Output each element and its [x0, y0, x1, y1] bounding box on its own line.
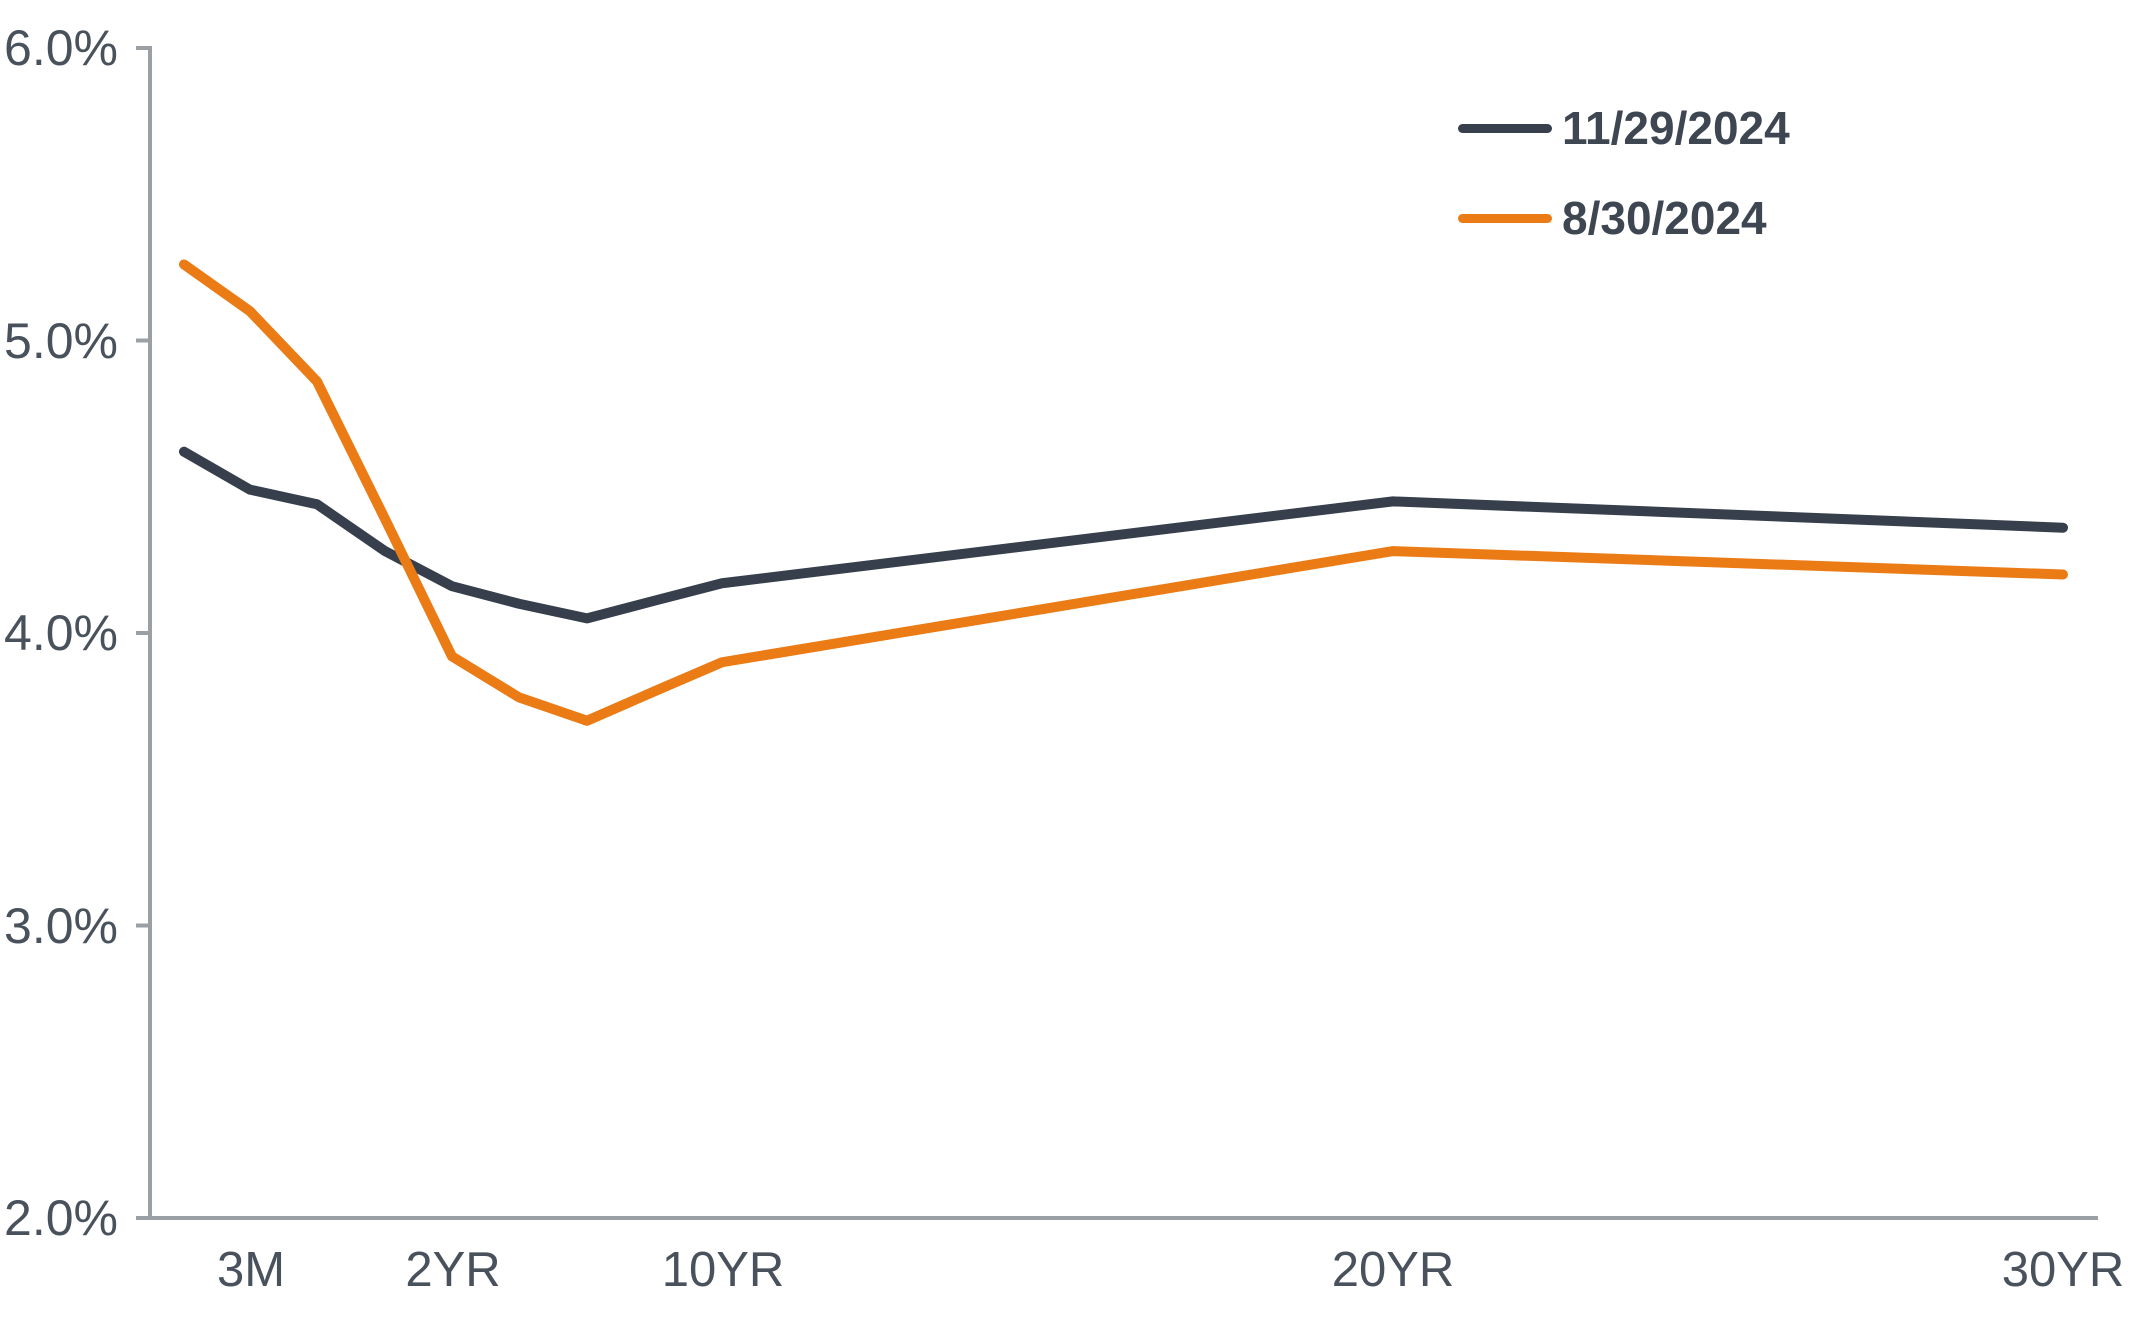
x-axis-label: 3M — [216, 1243, 286, 1297]
series-lines — [179, 259, 2068, 726]
y-axis-label: 6.0% — [4, 20, 118, 76]
x-axis-label: 2YR — [405, 1243, 501, 1297]
legend-label: 11/29/2024 — [1562, 102, 1790, 154]
y-axis-ticks — [136, 46, 150, 1220]
y-axis-label: 4.0% — [4, 605, 118, 661]
legend: 11/29/2024 8/30/2024 — [1458, 100, 1790, 280]
y-axis-label: 2.0% — [4, 1190, 118, 1246]
legend-swatch-dark-line — [1458, 123, 1552, 133]
legend-item-8-30-2024: 8/30/2024 — [1458, 190, 1790, 246]
y-axis-label: 3.0% — [4, 897, 118, 954]
legend-label: 8/30/2024 — [1562, 192, 1767, 244]
series-line-11-29-2024 — [179, 446, 2068, 624]
x-axis-label: 20YR — [1331, 1243, 1455, 1297]
x-axis-label: 10YR — [661, 1243, 785, 1297]
x-axis-label: 30YR — [2001, 1243, 2125, 1297]
y-axis-label: 5.0% — [4, 312, 118, 369]
legend-swatch-orange-line — [1458, 213, 1552, 223]
series-line-8-30-2024 — [179, 259, 2068, 726]
legend-item-11-29-2024: 11/29/2024 — [1458, 100, 1790, 156]
